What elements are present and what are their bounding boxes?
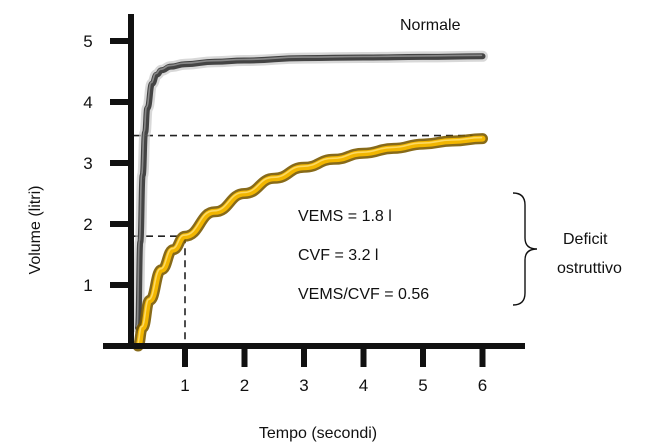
ratio-annotation: VEMS/CVF = 0.56 — [298, 286, 429, 303]
y-tick-label: 2 — [83, 215, 92, 234]
y-tick-label: 5 — [83, 32, 92, 51]
curly-brace — [513, 193, 537, 305]
cvf-annotation: CVF = 3.2 l — [298, 247, 378, 264]
x-axis-title: Tempo (secondi) — [259, 425, 377, 442]
y-axis-title: Volume (litri) — [27, 186, 44, 275]
x-tick-label: 6 — [478, 376, 487, 395]
obstructive-series — [137, 138, 483, 346]
x-tick-label: 4 — [359, 376, 368, 395]
deficit-label-line2: ostruttivo — [557, 260, 622, 277]
y-tick-label: 4 — [83, 93, 92, 112]
x-tick-label: 3 — [299, 376, 308, 395]
deficit-label-line1: Deficit — [563, 231, 608, 248]
y-tick-label: 3 — [83, 154, 92, 173]
y-tick-label: 1 — [83, 276, 92, 295]
x-tick-label: 2 — [240, 376, 249, 395]
x-tick-label: 1 — [180, 376, 189, 395]
normal-series-label: Normale — [400, 17, 461, 34]
x-tick-label: 5 — [418, 376, 427, 395]
vems-annotation: VEMS = 1.8 l — [298, 208, 392, 225]
series-line-shadow — [138, 139, 483, 346]
